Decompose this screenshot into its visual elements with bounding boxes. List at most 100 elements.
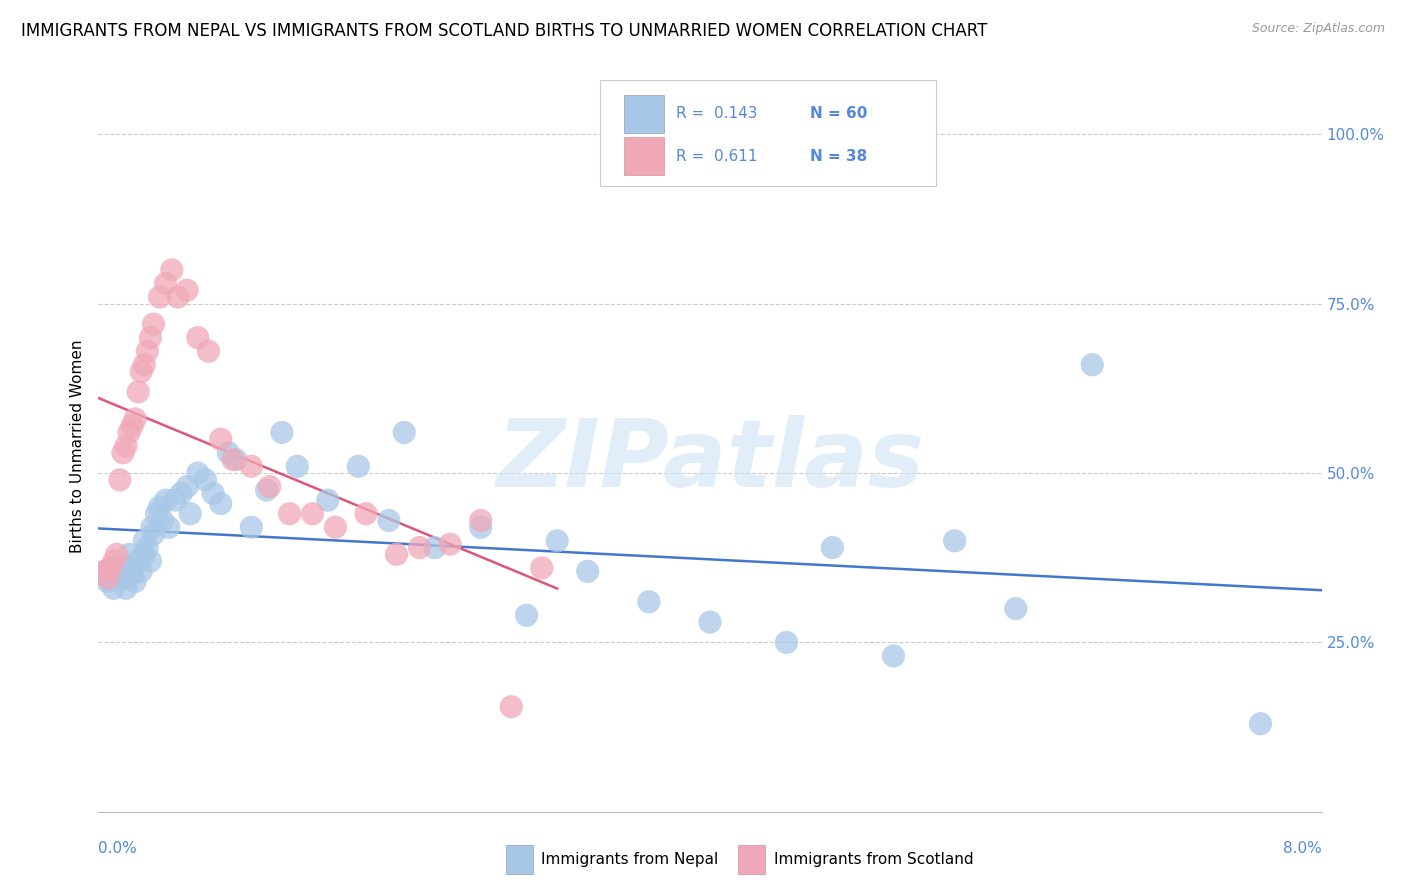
Point: [470, 520, 492, 534]
Point: [105, 567, 128, 582]
Y-axis label: Births to Unmarried Women: Births to Unmarried Women: [69, 339, 84, 553]
Point: [141, 520, 163, 534]
Point: [217, 446, 239, 460]
Point: [108, 561, 131, 575]
Point: [155, 493, 177, 508]
Point: [516, 608, 538, 623]
Point: [1004, 601, 1026, 615]
Point: [121, 418, 143, 433]
Point: [134, 533, 156, 548]
FancyBboxPatch shape: [506, 845, 533, 874]
Point: [1081, 358, 1104, 372]
Point: [155, 277, 177, 291]
Point: [285, 459, 308, 474]
Text: N = 60: N = 60: [810, 106, 868, 121]
Text: N = 38: N = 38: [810, 149, 868, 164]
Point: [100, 571, 122, 585]
Point: [111, 571, 134, 585]
Point: [821, 541, 844, 555]
Point: [160, 263, 183, 277]
Point: [129, 364, 152, 378]
FancyBboxPatch shape: [600, 80, 936, 186]
Point: [176, 480, 198, 494]
Text: ZIPatlas: ZIPatlas: [496, 415, 924, 507]
Point: [883, 648, 905, 663]
Point: [354, 507, 377, 521]
Point: [209, 432, 232, 446]
Point: [501, 699, 523, 714]
Text: R =  0.143: R = 0.143: [676, 106, 758, 121]
Point: [240, 520, 263, 534]
Point: [209, 497, 232, 511]
Text: 0.0%: 0.0%: [98, 841, 138, 856]
Point: [202, 486, 225, 500]
FancyBboxPatch shape: [738, 845, 765, 874]
Point: [222, 452, 245, 467]
Point: [439, 537, 461, 551]
Point: [103, 554, 125, 568]
Point: [378, 514, 401, 528]
Point: [576, 564, 599, 578]
Point: [142, 527, 165, 541]
Point: [225, 452, 247, 467]
Point: [392, 425, 416, 440]
Point: [93, 564, 115, 578]
Point: [170, 486, 193, 500]
Text: 8.0%: 8.0%: [1282, 841, 1322, 856]
Point: [142, 317, 165, 331]
Point: [111, 446, 134, 460]
Point: [197, 344, 219, 359]
Point: [187, 331, 209, 345]
Point: [240, 459, 263, 474]
FancyBboxPatch shape: [624, 95, 664, 133]
Point: [149, 290, 172, 304]
Point: [134, 358, 156, 372]
Point: [127, 554, 149, 568]
Point: [470, 514, 492, 528]
Text: Source: ZipAtlas.com: Source: ZipAtlas.com: [1251, 22, 1385, 36]
Point: [167, 290, 190, 304]
Point: [943, 533, 966, 548]
Point: [105, 547, 128, 561]
Point: [97, 571, 120, 585]
Point: [385, 547, 408, 561]
FancyBboxPatch shape: [624, 137, 664, 176]
Point: [325, 520, 347, 534]
Point: [256, 483, 278, 497]
Point: [139, 331, 162, 345]
Text: R =  0.611: R = 0.611: [676, 149, 758, 164]
Point: [179, 507, 201, 521]
Point: [127, 384, 149, 399]
Point: [115, 581, 138, 595]
Point: [115, 439, 138, 453]
Point: [124, 412, 146, 426]
Point: [194, 473, 217, 487]
Point: [699, 615, 721, 629]
Point: [108, 473, 131, 487]
Point: [316, 493, 339, 508]
Point: [136, 344, 159, 359]
Point: [103, 561, 125, 575]
Point: [129, 564, 152, 578]
Point: [124, 574, 146, 589]
Point: [270, 425, 294, 440]
Point: [157, 520, 180, 534]
Point: [187, 466, 209, 480]
Point: [145, 507, 167, 521]
Point: [93, 564, 115, 578]
Point: [118, 425, 141, 440]
Point: [121, 558, 143, 572]
Point: [149, 500, 172, 514]
Point: [103, 581, 125, 595]
Point: [115, 561, 138, 575]
Point: [163, 493, 186, 508]
Point: [546, 533, 568, 548]
Point: [259, 480, 281, 494]
Point: [152, 514, 174, 528]
Point: [637, 595, 661, 609]
Point: [136, 541, 159, 555]
Point: [1249, 716, 1271, 731]
Text: Immigrants from Nepal: Immigrants from Nepal: [541, 852, 718, 867]
Text: Immigrants from Scotland: Immigrants from Scotland: [773, 852, 973, 867]
Point: [423, 541, 446, 555]
